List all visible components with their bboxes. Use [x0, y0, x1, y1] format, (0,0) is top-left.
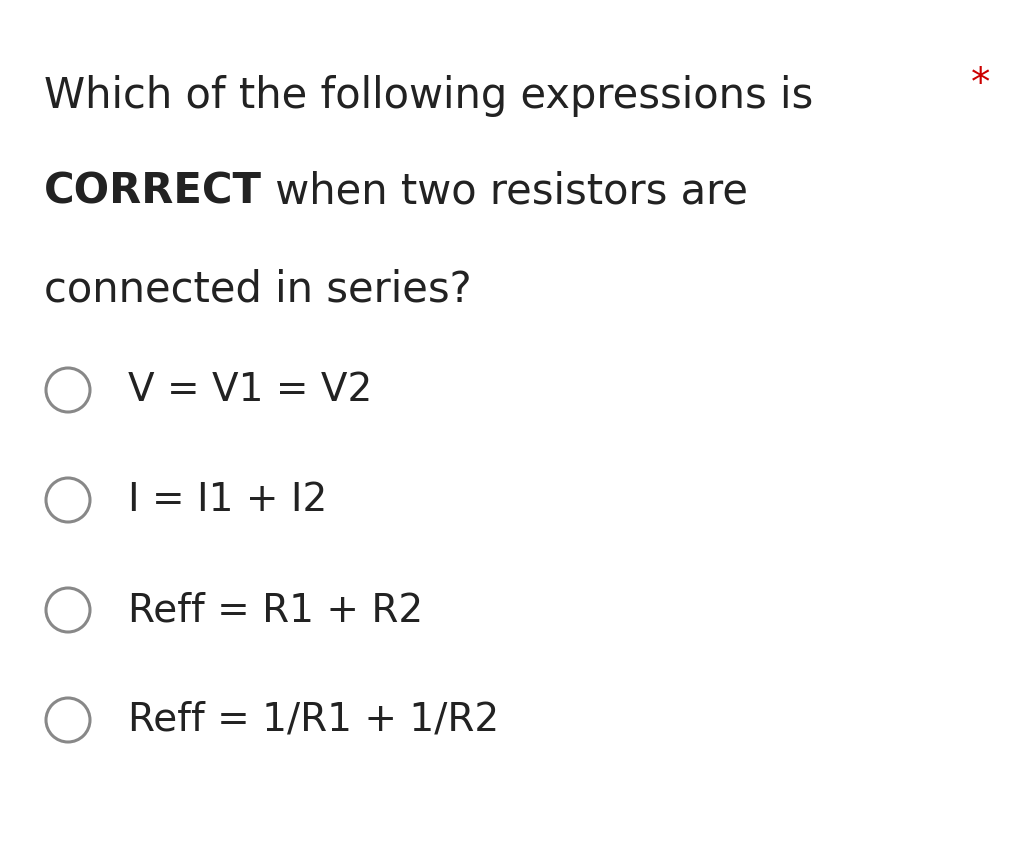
Text: I = I1 + I2: I = I1 + I2: [128, 481, 327, 519]
Text: CORRECT: CORRECT: [44, 170, 262, 212]
Text: Which of the following expressions is: Which of the following expressions is: [44, 75, 814, 117]
Text: Reff = R1 + R2: Reff = R1 + R2: [128, 591, 423, 629]
Text: *: *: [971, 65, 990, 103]
Text: when two resistors are: when two resistors are: [262, 170, 748, 212]
Text: Reff = 1/R1 + 1/R2: Reff = 1/R1 + 1/R2: [128, 701, 499, 739]
Text: connected in series?: connected in series?: [44, 268, 471, 310]
Text: V = V1 = V2: V = V1 = V2: [128, 371, 372, 409]
